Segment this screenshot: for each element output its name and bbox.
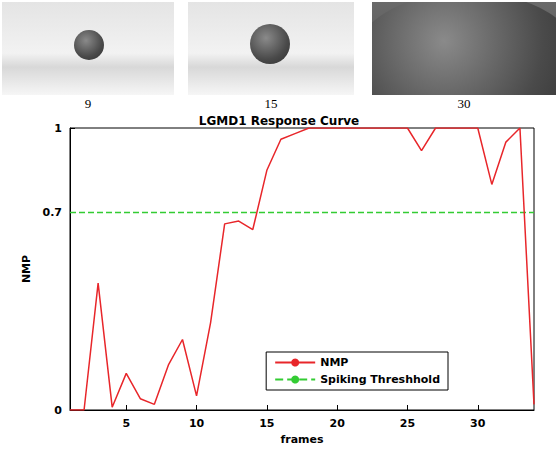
svg-text:15: 15 <box>259 417 274 430</box>
svg-text:20: 20 <box>329 417 345 430</box>
svg-text:0.7: 0.7 <box>43 206 63 219</box>
html-text:9: 9 <box>84 96 92 111</box>
svg-text:1: 1 <box>54 122 62 135</box>
svg-text:10: 10 <box>189 417 205 430</box>
html-text:30: 30 <box>457 96 471 111</box>
svg-text:0: 0 <box>54 404 62 417</box>
svg-text:LGMD1 Response Curve: LGMD1 Response Curve <box>199 114 360 128</box>
svg-text:NMP: NMP <box>20 255 33 283</box>
svg-text:30: 30 <box>470 417 486 430</box>
svg-text:5: 5 <box>122 417 130 430</box>
svg-text:Spiking Threshhold: Spiking Threshhold <box>320 373 440 386</box>
svg-text:frames: frames <box>280 433 324 446</box>
html-text:15: 15 <box>264 96 278 111</box>
svg-text:NMP: NMP <box>320 356 348 369</box>
svg-text:25: 25 <box>400 417 415 430</box>
